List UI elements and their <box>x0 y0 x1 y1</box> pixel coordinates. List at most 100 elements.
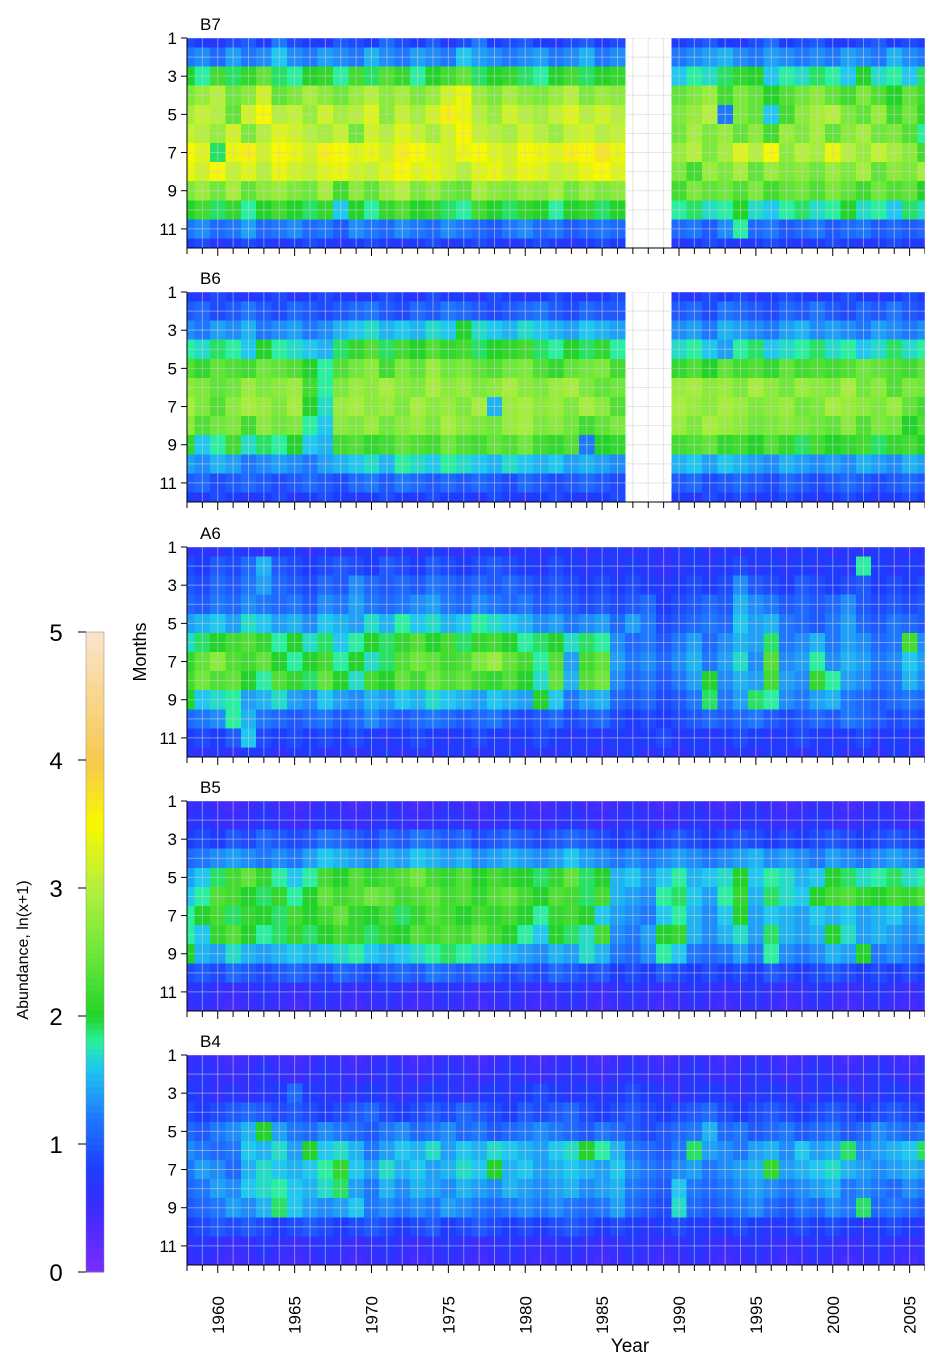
colorbar-swatch <box>86 753 104 761</box>
colorbar-swatch <box>86 971 104 979</box>
y-tick-label: 7 <box>168 907 177 926</box>
colorbar-swatch <box>86 689 104 697</box>
colorbar-swatch <box>86 1022 104 1030</box>
y-tick-label: 9 <box>168 436 177 455</box>
heatmap-panel <box>187 1055 925 1265</box>
heatmap-panel <box>187 38 925 248</box>
colorbar-swatch <box>86 875 104 883</box>
colorbar-swatch <box>86 824 104 831</box>
colorbar-swatch <box>86 1060 104 1068</box>
colorbar-swatch <box>86 644 104 652</box>
colorbar-tick-label: 4 <box>49 748 62 775</box>
y-tick-label: 11 <box>159 729 177 748</box>
colorbar-swatch <box>86 952 104 959</box>
heatmap-cell <box>917 1055 925 1065</box>
heatmap-cell <box>187 1255 196 1265</box>
colorbar-swatch <box>86 702 104 710</box>
heatmap-cell <box>917 492 925 502</box>
colorbar-label: Abundance, ln(x+1) <box>15 880 32 1019</box>
colorbar-swatch <box>86 1092 104 1100</box>
y-tick-label: 1 <box>168 538 177 557</box>
colorbar-swatch <box>86 856 104 863</box>
colorbar-swatch <box>86 696 104 703</box>
colorbar-swatch <box>86 836 104 844</box>
panel-title: B4 <box>200 1032 221 1051</box>
colorbar-swatch <box>86 958 104 966</box>
colorbar-swatch <box>86 792 104 799</box>
y-tick-label: 1 <box>168 29 177 48</box>
colorbar-swatch <box>86 632 104 639</box>
x-tick-label: 2000 <box>824 1296 843 1334</box>
colorbar-swatch <box>86 1246 104 1254</box>
x-tick-label: 2005 <box>901 1296 920 1334</box>
heatmap-cell <box>917 801 925 811</box>
colorbar-swatch <box>86 728 104 735</box>
panel-title: A6 <box>200 524 221 543</box>
x-tick-label: 1965 <box>286 1296 305 1334</box>
y-tick-label: 9 <box>168 691 177 710</box>
colorbar-swatch <box>86 1227 104 1235</box>
heatmap-cell <box>187 547 196 557</box>
colorbar-swatch <box>86 1112 104 1119</box>
colorbar-swatch <box>86 708 104 716</box>
y-tick-label: 1 <box>168 283 177 302</box>
colorbar-tick-label: 1 <box>49 1132 62 1159</box>
heatmap-cell <box>917 1255 925 1265</box>
heatmap-cell <box>187 747 196 757</box>
colorbar-swatch <box>86 715 104 723</box>
colorbar-swatch <box>86 1240 104 1247</box>
colorbar-swatch <box>86 811 104 819</box>
colorbar-swatch <box>86 760 104 767</box>
colorbar-swatch <box>86 984 104 991</box>
colorbar-tick-label: 0 <box>49 1260 62 1287</box>
y-tick-label: 5 <box>168 614 177 633</box>
heatmap-panel <box>187 547 925 757</box>
y-tick-label: 11 <box>159 474 177 493</box>
colorbar-swatch <box>86 900 104 908</box>
colorbar-swatch <box>86 977 104 985</box>
colorbar-swatch <box>86 1003 104 1011</box>
colorbar-swatch <box>86 1220 104 1228</box>
heatmap-cell <box>917 747 925 757</box>
x-tick-label: 1990 <box>670 1296 689 1334</box>
x-tick-label: 1985 <box>593 1296 612 1334</box>
colorbar-swatch <box>86 734 104 742</box>
colorbar-swatch <box>86 849 104 857</box>
colorbar-swatch <box>86 1233 104 1241</box>
y-tick-label: 7 <box>168 1161 177 1180</box>
colorbar-swatch <box>86 779 104 787</box>
y-axis-label: Months <box>130 622 150 681</box>
colorbar-swatch <box>86 926 104 934</box>
heatmap-cell <box>187 292 196 302</box>
y-tick-label: 9 <box>168 1199 177 1218</box>
colorbar-swatch <box>86 862 104 870</box>
colorbar-swatch <box>86 1099 104 1107</box>
colorbar-swatch <box>86 1259 104 1267</box>
heatmap-panel <box>187 801 925 1011</box>
x-tick-label: 1960 <box>209 1296 228 1334</box>
colorbar-swatch <box>86 1188 104 1196</box>
colorbar-swatch <box>86 785 104 793</box>
heatmap-cell <box>917 1001 925 1011</box>
colorbar-swatch <box>86 670 104 678</box>
colorbar-swatch <box>86 932 104 940</box>
y-tick-label: 5 <box>168 1122 177 1141</box>
colorbar-swatch <box>86 804 104 812</box>
heatmap-cell <box>187 238 196 248</box>
y-tick-label: 3 <box>168 576 177 595</box>
y-tick-label: 11 <box>159 983 177 1002</box>
colorbar-swatch <box>86 1028 104 1036</box>
colorbar-swatch <box>86 1124 104 1132</box>
colorbar-swatch <box>86 990 104 998</box>
panel-title: B6 <box>200 269 221 288</box>
x-axis-label: Year <box>611 1336 650 1357</box>
x-tick-label: 1980 <box>516 1296 535 1334</box>
x-tick-label: 1995 <box>747 1296 766 1334</box>
colorbar-swatch <box>86 996 104 1004</box>
colorbar-swatch <box>86 1195 104 1203</box>
y-tick-label: 3 <box>168 830 177 849</box>
colorbar-swatch <box>86 1131 104 1139</box>
heatmap-cell <box>917 38 925 48</box>
colorbar-swatch <box>86 772 104 780</box>
